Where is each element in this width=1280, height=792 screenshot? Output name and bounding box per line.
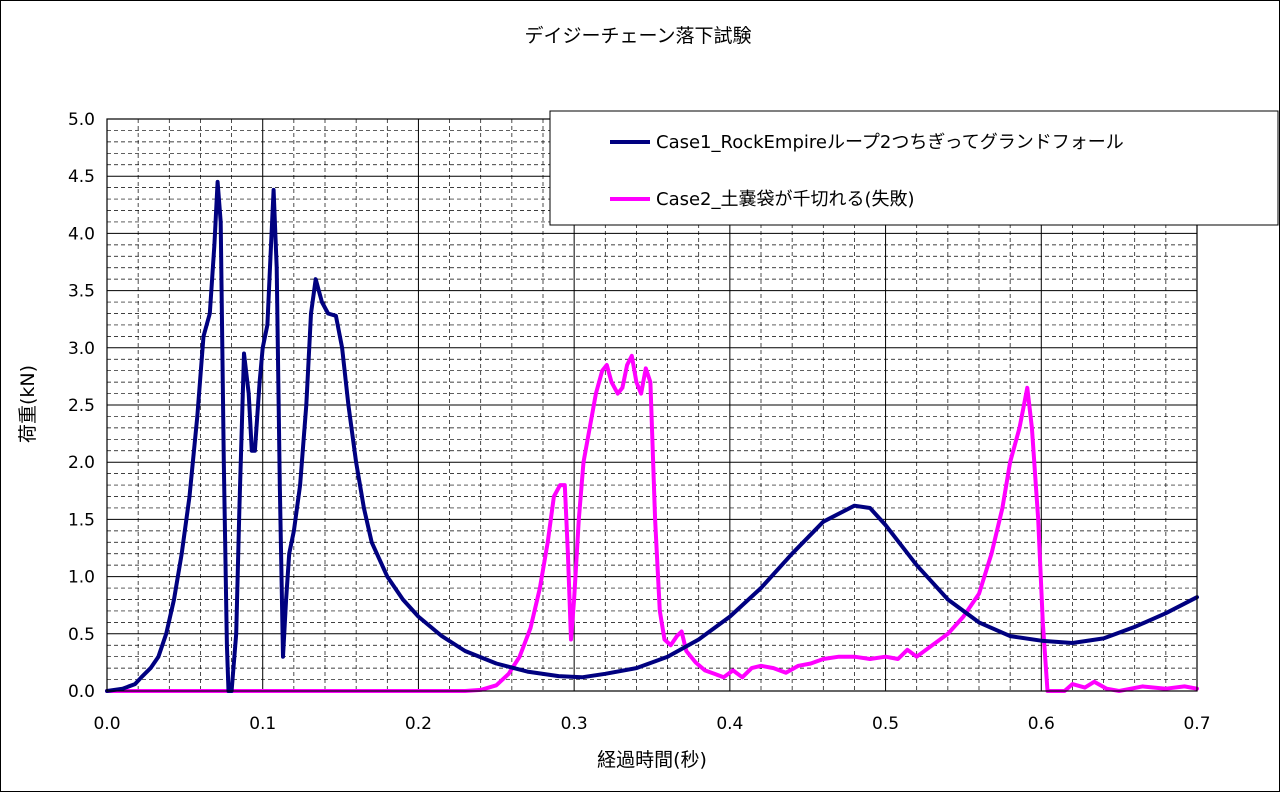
y-tick-label: 0.5 <box>68 625 95 645</box>
x-tick-label: 0.1 <box>249 714 276 734</box>
y-axis-title: 荷重(kN) <box>17 365 39 443</box>
minor-grid <box>107 119 1197 691</box>
series-layer <box>105 179 1199 693</box>
y-tick-label: 1.5 <box>68 510 95 530</box>
y-tick-label: 2.5 <box>68 396 95 416</box>
x-tick-labels: 0.0 0.1 0.2 0.3 0.4 0.5 0.6 0.7 <box>93 714 1210 734</box>
y-tick-label: 4.0 <box>68 224 95 244</box>
legend-label-case2: Case2_土嚢袋が千切れる(失敗) <box>656 189 915 210</box>
x-tick-label: 0.6 <box>1028 714 1055 734</box>
y-tick-label: 4.5 <box>68 167 95 187</box>
series-line-case2 <box>105 353 1199 693</box>
x-tick-label: 0.5 <box>872 714 899 734</box>
y-tick-label: 2.0 <box>68 453 95 473</box>
y-tick-label: 0.0 <box>68 682 95 702</box>
x-tick-label: 0.3 <box>561 714 588 734</box>
series-line-case1 <box>105 179 1199 693</box>
legend-box <box>549 110 1279 226</box>
x-tick-label: 0.4 <box>716 714 743 734</box>
y-tick-labels: 0.0 0.5 1.0 1.5 2.0 2.5 3.0 3.5 4.0 4.5 5.0 <box>68 110 95 702</box>
y-tick-label: 1.0 <box>68 568 95 588</box>
x-tick-label: 0.7 <box>1183 714 1210 734</box>
y-tick-label: 3.5 <box>68 282 95 302</box>
x-axis-title: 経過時間(秒) <box>597 749 707 771</box>
y-tick-label: 5.0 <box>68 110 95 130</box>
x-tick-label: 0.2 <box>405 714 432 734</box>
x-tick-label: 0.0 <box>93 714 120 734</box>
legend: Case1_RockEmpireループ2つちぎってグランドフォール Case2_… <box>549 110 1279 226</box>
y-tick-label: 3.0 <box>68 339 95 359</box>
chart-title: デイジーチェーン落下試験 <box>524 25 751 47</box>
legend-label-case1: Case1_RockEmpireループ2つちぎってグランドフォール <box>656 132 1124 153</box>
